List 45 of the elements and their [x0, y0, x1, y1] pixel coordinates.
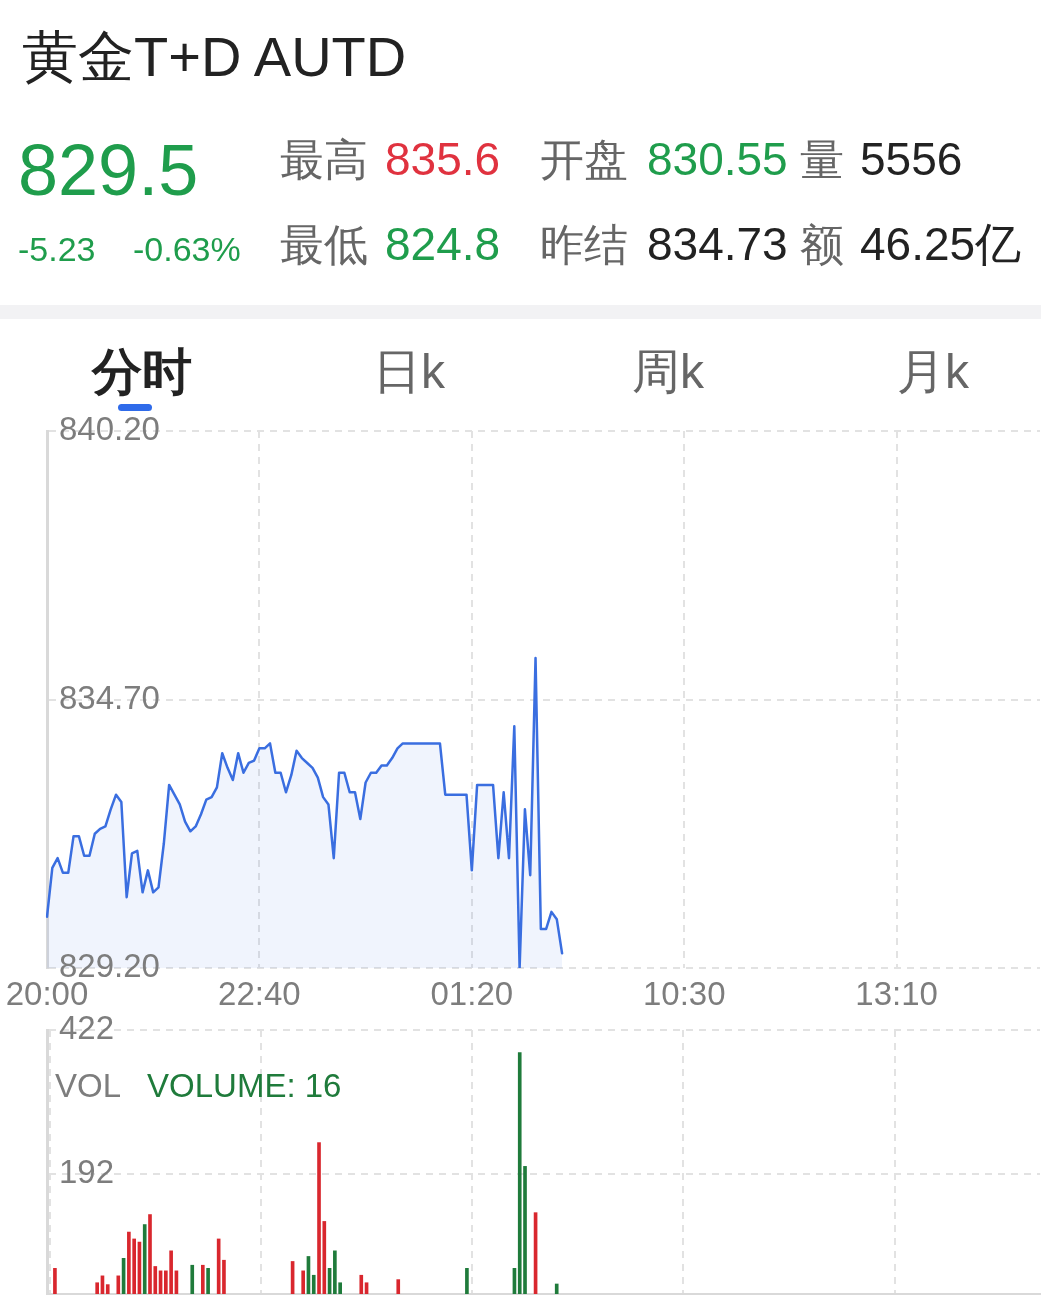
text: 开盘 [540, 133, 628, 186]
text: 量 [800, 133, 844, 186]
bar [465, 1268, 469, 1294]
bar [142, 1224, 147, 1294]
annotation: VOLUME: 16 [147, 1067, 342, 1105]
text: 830.55 [647, 132, 788, 188]
text: 最低 [280, 218, 368, 271]
bar [206, 1268, 210, 1294]
bar [116, 1275, 121, 1294]
x-tick-label: 10:30 [642, 975, 726, 1013]
text: 最高 [280, 133, 368, 186]
text: -5.23 [18, 228, 96, 270]
y-tick-label: 834.70 [59, 678, 160, 716]
text: -0.63% [133, 228, 241, 270]
bar [396, 1279, 401, 1294]
text: 额 [800, 218, 844, 271]
text: 周k [632, 344, 704, 401]
annotation: VOL [55, 1067, 122, 1105]
x-tick-label: 01:20 [430, 975, 514, 1013]
text: 分时 [92, 343, 192, 402]
text: 824.8 [385, 217, 501, 273]
bar [301, 1270, 305, 1294]
bar [311, 1274, 316, 1294]
bar [95, 1282, 100, 1294]
text: 834.73 [647, 217, 788, 273]
text: 5556 [860, 132, 963, 188]
x-tick-label: 13:10 [855, 975, 938, 1013]
text: 黄金T+D AUTD [22, 24, 407, 91]
x-tick-label: 22:40 [218, 975, 301, 1013]
text: 月k [897, 344, 969, 401]
text: 46.25亿 [860, 217, 1022, 273]
bar [53, 1268, 57, 1294]
bar [200, 1264, 205, 1294]
y-tick-label: 422 [59, 1009, 115, 1047]
text: 日k [373, 344, 445, 401]
bar [190, 1264, 195, 1294]
bar [222, 1259, 226, 1294]
bar [554, 1283, 559, 1294]
y-tick-label: 840.20 [59, 410, 160, 448]
text: 昨结 [540, 218, 628, 271]
text: 829.5 [18, 128, 199, 212]
bar [359, 1274, 364, 1294]
bar [105, 1284, 110, 1294]
y-tick-label: 192 [59, 1152, 115, 1190]
text: 835.6 [385, 132, 501, 188]
